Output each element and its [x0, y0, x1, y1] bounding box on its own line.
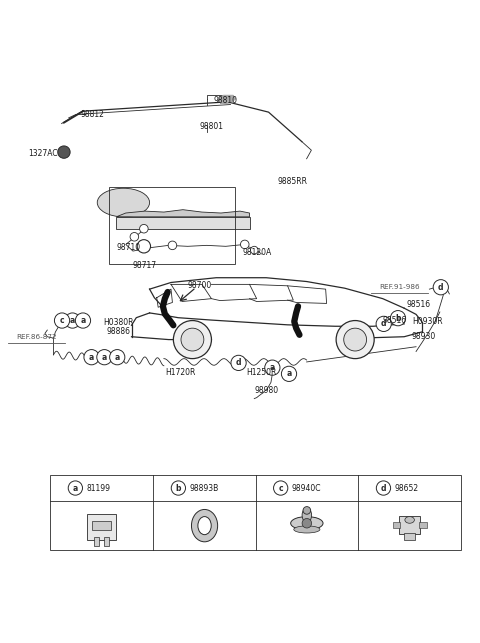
Circle shape: [140, 224, 148, 233]
Text: d: d: [438, 283, 444, 292]
Text: 98940C: 98940C: [292, 484, 321, 493]
Circle shape: [75, 313, 91, 328]
Text: d: d: [236, 358, 241, 367]
Bar: [404, 533, 415, 540]
Bar: [87, 514, 116, 540]
Text: 98893B: 98893B: [189, 484, 218, 493]
Circle shape: [433, 280, 448, 295]
Ellipse shape: [198, 516, 211, 535]
Text: H1720R: H1720R: [165, 368, 196, 377]
Bar: [109, 187, 235, 264]
Text: 98930: 98930: [411, 332, 435, 341]
Circle shape: [97, 350, 112, 365]
Text: REF.91-986: REF.91-986: [379, 284, 420, 290]
Text: 98120A: 98120A: [242, 248, 271, 257]
Circle shape: [181, 328, 204, 351]
Text: 98812: 98812: [81, 110, 105, 119]
Circle shape: [376, 481, 391, 495]
Circle shape: [109, 350, 125, 365]
Text: a: a: [287, 369, 292, 378]
Bar: [419, 522, 427, 528]
Text: a: a: [70, 316, 75, 325]
Circle shape: [344, 328, 367, 351]
Text: d: d: [381, 484, 386, 493]
Text: d: d: [381, 320, 386, 329]
Ellipse shape: [192, 509, 217, 542]
Text: 98516: 98516: [383, 316, 407, 325]
Text: b: b: [176, 484, 181, 493]
Text: 9885RR: 9885RR: [277, 177, 307, 186]
Circle shape: [274, 481, 288, 495]
Circle shape: [240, 240, 249, 249]
Text: H1250R: H1250R: [246, 368, 276, 377]
Text: 98801: 98801: [200, 122, 224, 131]
Circle shape: [168, 241, 177, 249]
Circle shape: [58, 146, 70, 158]
Text: 98886: 98886: [107, 327, 131, 336]
Circle shape: [303, 507, 311, 514]
Bar: [399, 516, 420, 534]
Text: 1327AC: 1327AC: [28, 149, 57, 158]
Circle shape: [68, 481, 83, 495]
Ellipse shape: [294, 526, 320, 533]
Circle shape: [171, 481, 185, 495]
Text: a: a: [270, 363, 275, 372]
Text: H0380R: H0380R: [103, 318, 134, 327]
Text: H0930R: H0930R: [413, 317, 443, 326]
Circle shape: [251, 246, 258, 254]
Circle shape: [173, 321, 212, 359]
Ellipse shape: [302, 508, 312, 522]
Circle shape: [336, 321, 374, 359]
Text: b: b: [395, 314, 401, 323]
Text: 98710: 98710: [116, 243, 140, 252]
Circle shape: [302, 518, 312, 528]
Bar: [104, 537, 108, 546]
Bar: [393, 522, 400, 528]
Ellipse shape: [97, 188, 150, 217]
Text: 81199: 81199: [86, 484, 110, 493]
Circle shape: [130, 233, 139, 241]
Text: a: a: [115, 353, 120, 361]
Bar: [92, 521, 111, 530]
Text: a: a: [102, 353, 107, 361]
Bar: [95, 537, 99, 546]
Text: a: a: [89, 353, 94, 361]
Circle shape: [65, 313, 80, 328]
Ellipse shape: [291, 516, 323, 530]
Circle shape: [281, 367, 297, 381]
Text: a: a: [73, 484, 78, 493]
Text: 98810: 98810: [214, 96, 238, 105]
Circle shape: [54, 313, 70, 328]
Circle shape: [84, 350, 99, 365]
Bar: [49, 475, 461, 550]
Circle shape: [231, 356, 246, 370]
Circle shape: [376, 316, 391, 332]
Polygon shape: [218, 95, 235, 104]
Text: 98717: 98717: [133, 261, 157, 270]
Text: c: c: [60, 316, 64, 325]
Text: REF.86-872: REF.86-872: [16, 334, 57, 340]
Polygon shape: [116, 210, 250, 217]
Circle shape: [265, 360, 280, 376]
Text: 98700: 98700: [187, 282, 212, 290]
Text: 98652: 98652: [395, 484, 419, 493]
Circle shape: [390, 311, 406, 326]
Text: a: a: [80, 316, 85, 325]
Text: c: c: [278, 484, 283, 493]
Polygon shape: [116, 217, 250, 229]
Ellipse shape: [405, 516, 414, 523]
Circle shape: [137, 240, 151, 253]
Text: 98980: 98980: [254, 386, 278, 395]
Text: 98516: 98516: [407, 300, 431, 309]
